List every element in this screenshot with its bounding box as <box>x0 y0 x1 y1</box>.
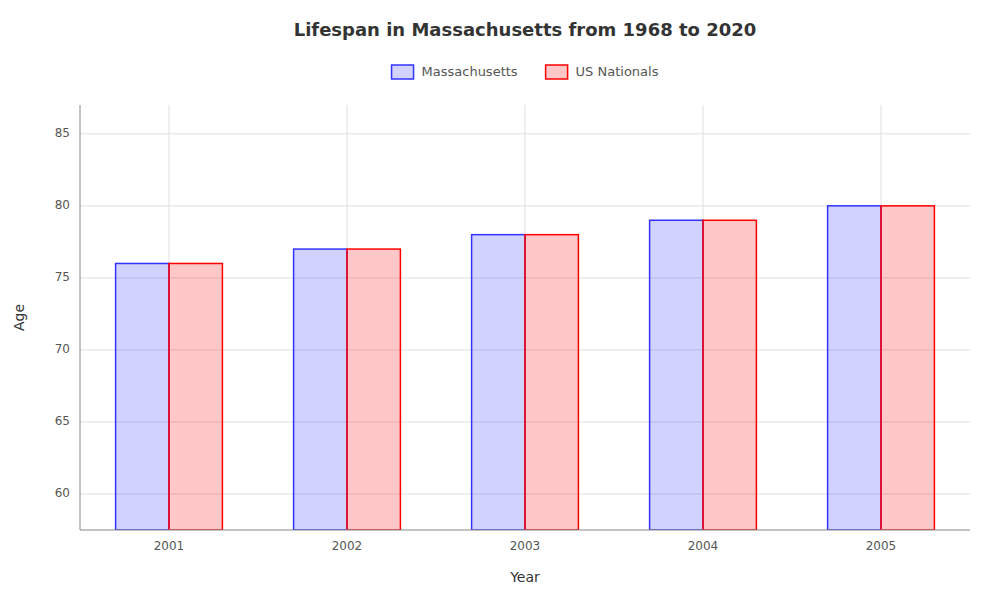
bar <box>472 235 525 530</box>
bar <box>294 249 347 530</box>
legend-item: US Nationals <box>546 64 659 80</box>
y-tick-label: 85 <box>55 126 70 140</box>
legend-swatch <box>392 65 414 79</box>
x-tick-label: 2001 <box>154 539 185 553</box>
legend-label: US Nationals <box>576 64 659 79</box>
x-axis-label: Year <box>509 569 540 585</box>
legend-item: Massachusetts <box>392 64 518 80</box>
title: Lifespan in Massachusetts from 1968 to 2… <box>294 19 757 40</box>
x-tick-label: 2005 <box>866 539 897 553</box>
x-axis-line <box>80 530 970 531</box>
x-tick-label: 2002 <box>332 539 363 553</box>
bar <box>703 220 756 530</box>
y-tick-label: 60 <box>55 486 70 500</box>
y-tick-label: 80 <box>55 198 70 212</box>
y-axis-line <box>80 105 81 530</box>
legend-label: Massachusetts <box>422 64 518 79</box>
bar <box>881 206 934 530</box>
x-tick-label: 2004 <box>688 539 719 553</box>
bar <box>347 249 400 530</box>
legend: Massachusetts US Nationals <box>392 64 659 80</box>
y-axis-label: Age <box>11 304 27 331</box>
y-tick-label: 75 <box>55 270 70 284</box>
grid <box>80 105 970 530</box>
chart-container: 60 65 70 75 80 85 2001 2002 2003 2004 2005 Lifespan… <box>0 0 1000 600</box>
bars <box>116 206 935 530</box>
x-tick-label: 2003 <box>510 539 541 553</box>
bar <box>169 263 222 530</box>
bar <box>116 263 169 530</box>
chart-svg: 60 65 70 75 80 85 2001 2002 2003 2004 2005 Lifespan… <box>0 0 1000 600</box>
y-tick-label: 65 <box>55 414 70 428</box>
bar <box>650 220 703 530</box>
bar <box>828 206 881 530</box>
bar <box>525 235 578 530</box>
legend-swatch <box>546 65 568 79</box>
y-tick-label: 70 <box>55 342 70 356</box>
